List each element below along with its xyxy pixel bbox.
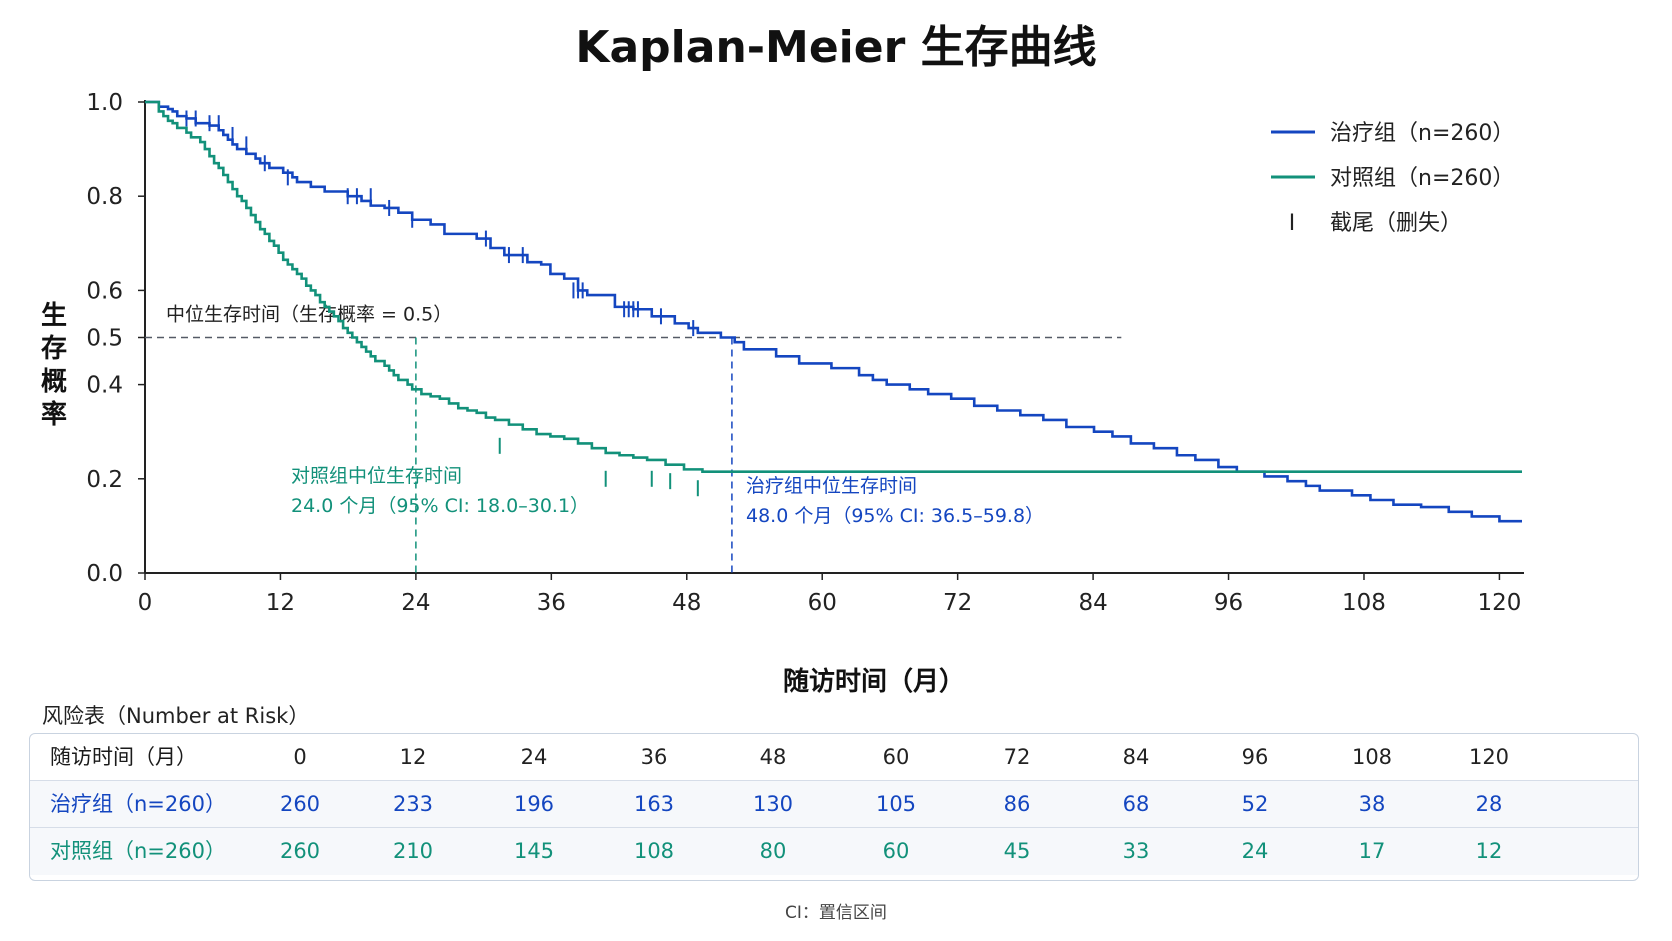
legend-censor-label: 截尾（删失） (1330, 211, 1462, 236)
y-tick-label: 0.2 (86, 467, 123, 493)
risk-count-cell: 60 (882, 839, 910, 863)
risk-time-cell: 108 (1351, 745, 1393, 769)
y-tick-label: 1.0 (86, 90, 123, 116)
control-median-value: 24.0 个月（95% CI: 18.0–30.1） (291, 495, 589, 517)
risk-count-cell: 68 (1122, 792, 1150, 816)
x-tick-label: 48 (672, 590, 701, 616)
x-tick-label: 0 (138, 590, 153, 616)
risk-count-cell: 210 (392, 839, 434, 863)
legend-treatment-label: 治疗组（n=260） (1330, 121, 1514, 146)
risk-count-cell: 52 (1241, 792, 1269, 816)
x-tick-label: 12 (266, 590, 295, 616)
risk-count-cell: 86 (1003, 792, 1031, 816)
x-tick-label: 36 (537, 590, 566, 616)
risk-time-cell: 84 (1122, 745, 1150, 769)
x-tick-label: 120 (1477, 590, 1521, 616)
risk-time-cell: 72 (1003, 745, 1031, 769)
x-tick-label: 60 (808, 590, 837, 616)
risk-time-cell: 60 (882, 745, 910, 769)
chart-title: Kaplan-Meier 生存曲线 (575, 22, 1096, 73)
control-curve (145, 100, 1522, 474)
risk-table-title: 风险表（Number at Risk） (42, 704, 310, 728)
risk-count-cell: 145 (513, 839, 555, 863)
risk-count-cell: 17 (1358, 839, 1386, 863)
risk-row-label: 治疗组（n=260） (50, 792, 226, 816)
risk-row-label: 对照组（n=260） (50, 839, 226, 863)
footnote: CI：置信区间 (785, 903, 887, 923)
legend: 治疗组（n=260） 对照组（n=260） I 截尾（删失） (1271, 121, 1514, 236)
risk-count-cell: 260 (279, 792, 321, 816)
y-tick-label: 0.4 (86, 373, 123, 399)
risk-header-label: 随访时间（月） (50, 745, 197, 769)
risk-row-treatment: 治疗组（n=260） 260 233 196 163 130 105 86 68 52 38 28 (30, 781, 1638, 828)
risk-count-cell: 130 (752, 792, 794, 816)
risk-table: 随访时间（月） 0 12 24 36 48 60 72 84 96 108 120 治疗组（n=26… (29, 733, 1639, 881)
risk-count-cell: 105 (875, 792, 917, 816)
legend-control-label: 对照组（n=260） (1330, 166, 1514, 191)
risk-time-cell: 120 (1468, 745, 1510, 769)
median-reference-label: 中位生存时间（生存概率 = 0.5） (166, 304, 452, 326)
risk-count-cell: 45 (1003, 839, 1031, 863)
x-tick-label: 108 (1342, 590, 1386, 616)
risk-time-cell: 0 (293, 745, 307, 769)
risk-time-cell: 24 (520, 745, 548, 769)
risk-count-cell: 163 (633, 792, 675, 816)
x-tick-label: 84 (1078, 590, 1107, 616)
risk-time-cell: 12 (399, 745, 427, 769)
treatment-median-value: 48.0 个月（95% CI: 36.5–59.8） (746, 505, 1044, 527)
risk-time-cell: 96 (1241, 745, 1269, 769)
x-tick-label: 24 (401, 590, 430, 616)
y-tick-label: 0.5 (86, 326, 123, 352)
y-tick-label: 0.8 (86, 184, 123, 210)
risk-table-header: 随访时间（月） 0 12 24 36 48 60 72 84 96 108 120 (30, 734, 1638, 781)
risk-count-cell: 33 (1122, 839, 1150, 863)
risk-row-control: 对照组（n=260） 260 210 145 108 80 60 45 33 24 17 12 (30, 828, 1638, 875)
risk-count-cell: 80 (759, 839, 787, 863)
risk-count-cell: 12 (1475, 839, 1503, 863)
risk-count-cell: 28 (1475, 792, 1503, 816)
risk-count-cell: 196 (513, 792, 555, 816)
x-axis-label: 随访时间（月） (783, 666, 965, 697)
control-median-label: 对照组中位生存时间 (291, 465, 462, 487)
risk-count-cell: 38 (1358, 792, 1386, 816)
risk-count-cell: 233 (392, 792, 434, 816)
risk-count-cell: 108 (633, 839, 675, 863)
y-axis-label: 生存概率 (41, 301, 67, 430)
legend-censor-symbol: I (1289, 211, 1296, 236)
plot-area: 0 12 24 36 48 60 72 84 96 108 120 0.0 0.2 0.4 0.5 0.6 0.… (86, 90, 1524, 616)
treatment-curve (145, 100, 1522, 523)
risk-time-cell: 48 (759, 745, 787, 769)
km-chart: Kaplan-Meier 生存曲线 生存概率 随访时间（月） 0 12 24 36 48… (41, 22, 1524, 697)
y-tick-label: 0.0 (86, 561, 123, 587)
risk-count-cell: 24 (1241, 839, 1269, 863)
x-tick-label: 72 (943, 590, 972, 616)
y-tick-label: 0.6 (86, 278, 123, 304)
risk-count-cell: 260 (279, 839, 321, 863)
treatment-median-label: 治疗组中位生存时间 (746, 475, 917, 497)
x-tick-label: 96 (1214, 590, 1243, 616)
risk-time-cell: 36 (640, 745, 668, 769)
